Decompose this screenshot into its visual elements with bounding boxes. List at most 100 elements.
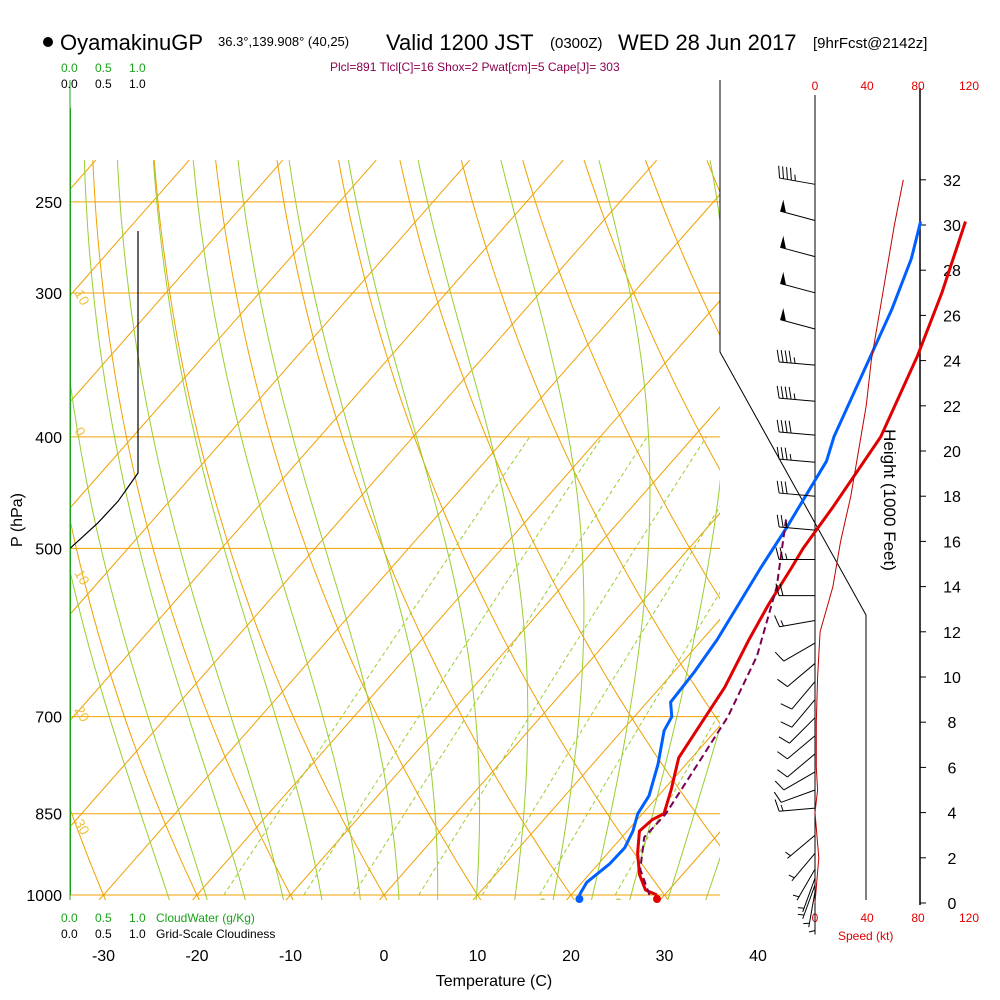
barb-full — [784, 447, 788, 460]
mixing-ratio-label: 8 — [474, 901, 492, 917]
height-tick-label: 20 — [943, 444, 961, 461]
barb-full — [784, 481, 788, 494]
barb-half — [797, 907, 805, 909]
wind-barb — [776, 419, 816, 436]
barb-full — [777, 751, 788, 760]
wind-barb — [780, 271, 816, 294]
dry-adiabat-line — [92, 160, 294, 900]
cl-bot-0: 0.0 — [61, 927, 78, 941]
barb-staff — [787, 834, 816, 859]
height-tick-label: 6 — [948, 760, 957, 777]
barb-half — [785, 553, 788, 560]
speed-label: Speed (kt) — [838, 929, 893, 943]
wind-barb — [777, 753, 816, 778]
moist-adiabat-line — [500, 160, 585, 900]
height-tick-label: 8 — [948, 715, 957, 732]
pressure-tick-label: 700 — [35, 710, 62, 727]
wind-barb — [776, 446, 816, 463]
barb-full — [784, 420, 788, 433]
barb-staff — [796, 868, 816, 901]
station-dot — [43, 37, 53, 47]
wind-barb — [776, 385, 816, 402]
mixing-ratio-line — [614, 711, 720, 896]
speed-bot-1: 40 — [860, 911, 874, 925]
dry-adiabat-line — [70, 807, 107, 900]
cloudiness-label: Grid-Scale Cloudiness — [156, 927, 275, 941]
barb-half — [785, 521, 788, 528]
barb-half — [793, 357, 796, 364]
wind-barb — [776, 349, 816, 366]
barb-half — [788, 874, 795, 879]
barb-staff — [808, 891, 816, 928]
pressure-axis: 250 300 400 500 700 850 1000 — [26, 195, 62, 905]
height-tick-label: 18 — [943, 489, 961, 506]
theta-label: 10 — [71, 287, 93, 309]
wind-barb — [774, 642, 816, 662]
cloud-water-label: CloudWater (g/Kg) — [156, 911, 255, 925]
speed-bot-3: 120 — [959, 911, 979, 925]
barb-staff — [791, 852, 816, 882]
cw-top-2: 1.0 — [129, 61, 146, 75]
height-tick-label: 22 — [943, 399, 961, 416]
parcel-line — [639, 517, 788, 896]
barb-staff — [780, 210, 816, 221]
barb-staff — [780, 246, 816, 258]
wind-speed-profile — [814, 179, 904, 904]
barb-flag — [780, 199, 786, 213]
barb-full — [789, 167, 792, 181]
barb-staff — [802, 884, 816, 919]
moist-adiabat-line — [70, 377, 208, 900]
barb-staff — [789, 717, 816, 744]
isotherm-line — [98, 193, 720, 900]
moist-adiabat-line — [629, 160, 720, 900]
wind-barb — [776, 514, 816, 531]
barb-half — [789, 454, 792, 461]
dry-adiabat-line — [460, 160, 720, 725]
barb-full — [777, 678, 788, 687]
barb-staff — [779, 807, 816, 812]
barb-full — [779, 547, 784, 560]
height-tick-label: 26 — [943, 308, 961, 325]
barb-full — [776, 349, 780, 363]
barb-half — [792, 894, 800, 898]
barb-full — [778, 736, 790, 744]
wind-barb — [780, 681, 816, 710]
barb-staff — [780, 282, 816, 294]
barb-staff — [779, 526, 816, 531]
isotherm-line — [378, 512, 720, 900]
moist-adiabat-line — [237, 160, 400, 900]
dewpoint-line — [578, 221, 923, 896]
height-tick-label: 0 — [948, 896, 957, 913]
mixing-ratio-label: 12 — [531, 895, 553, 917]
height-tick-label: 10 — [943, 670, 961, 687]
surface-temperature-marker — [653, 895, 662, 903]
barb-flag — [780, 308, 786, 322]
dry-adiabat-line — [522, 160, 720, 600]
barb-staff — [783, 642, 816, 662]
wind-barb — [773, 789, 816, 803]
cw-top-1: 0.5 — [95, 61, 112, 75]
barb-half — [785, 851, 791, 857]
isotherm-line — [70, 159, 658, 828]
cl-top-2: 1.0 — [129, 77, 146, 91]
moist-adiabat-line — [70, 568, 170, 900]
cw-bot-0: 0.0 — [61, 911, 78, 925]
wind-barb — [797, 877, 816, 913]
cw-bot-1: 0.5 — [95, 911, 112, 925]
barb-full — [780, 481, 784, 494]
cw-top-0: 0.0 — [61, 61, 78, 75]
wind-barb — [774, 799, 816, 812]
valid-time: Valid 1200 JST — [386, 30, 534, 55]
barb-flag — [780, 271, 786, 285]
temperature-axis: -30 -20 -10 0 10 20 30 40 — [92, 948, 767, 965]
barb-staff — [779, 397, 816, 402]
height-tick-label: 24 — [943, 354, 961, 371]
moist-adiabat-line — [288, 160, 439, 900]
utc-time: (0300Z) — [550, 35, 603, 52]
barb-staff — [779, 620, 816, 628]
barb-half — [780, 620, 784, 627]
barb-staff — [787, 753, 816, 778]
moist-adiabat-line — [192, 160, 361, 900]
height-axis-label: Height (1000 Feet) — [880, 429, 899, 571]
